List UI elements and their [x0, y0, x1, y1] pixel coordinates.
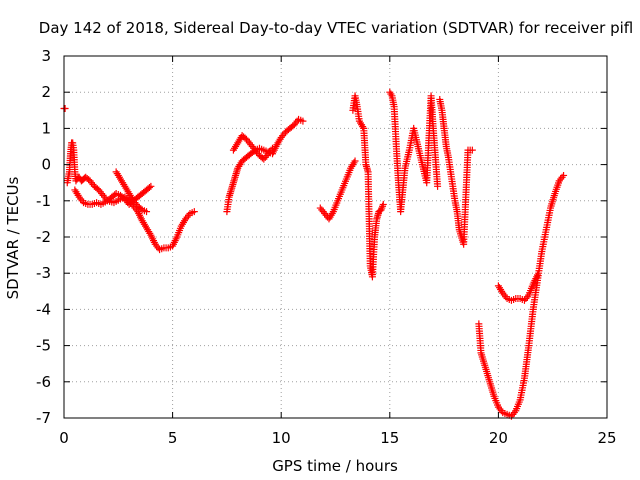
y-tick-label: 0: [41, 156, 51, 174]
data-point: [560, 171, 568, 179]
data-point: [468, 146, 476, 154]
data-point: [379, 200, 387, 208]
series-arc-10: [436, 95, 476, 248]
y-tick-label: 2: [41, 83, 51, 101]
series-arc-3: [71, 182, 155, 208]
series-arc-11: [475, 171, 568, 420]
data-layer: [60, 88, 568, 420]
x-tick-label: 5: [168, 429, 178, 447]
y-tick-label: -2: [36, 228, 51, 246]
grid-layer: [64, 56, 607, 418]
x-tick-label: 0: [59, 429, 69, 447]
y-tick-label: -7: [36, 409, 51, 427]
x-axis-label: GPS time / hours: [272, 457, 398, 475]
y-tick-label: -5: [36, 337, 51, 355]
y-tick-label: -1: [36, 192, 51, 210]
data-point: [190, 208, 198, 216]
axis-layer: 0 5 10 15 20 25 -7 -6 -5 -4 -3 -2 -1 0 1 2 3: [36, 47, 617, 447]
data-point: [533, 271, 541, 279]
data-point: [351, 157, 359, 165]
x-tick-label: 15: [380, 429, 399, 447]
series-arc-4: [112, 168, 151, 216]
y-tick-label: -4: [36, 300, 51, 318]
y-tick-label: -6: [36, 373, 51, 391]
data-point: [61, 104, 69, 112]
series-arc-7: [316, 157, 359, 223]
data-point: [269, 144, 277, 152]
data-point: [147, 182, 155, 190]
y-axis-label: SDTVAR / TECUs: [4, 176, 22, 299]
data-point: [145, 184, 153, 192]
series-arc-6: [229, 132, 277, 163]
y-tick-label: 3: [41, 47, 51, 65]
data-point: [143, 208, 151, 216]
y-tick-label: -3: [36, 264, 51, 282]
data-point: [434, 182, 442, 190]
series-arc-9: [386, 88, 442, 216]
chart-title: Day 142 of 2018, Sidereal Day-to-day VTE…: [39, 19, 633, 37]
x-tick-label: 10: [272, 429, 291, 447]
x-tick-label: 20: [489, 429, 508, 447]
series-arc-12: [494, 271, 541, 304]
data-point: [299, 117, 307, 125]
data-point: [137, 205, 145, 213]
y-tick-label: 1: [41, 119, 51, 137]
series-arc-8: [349, 92, 387, 281]
x-tick-label: 25: [597, 429, 616, 447]
